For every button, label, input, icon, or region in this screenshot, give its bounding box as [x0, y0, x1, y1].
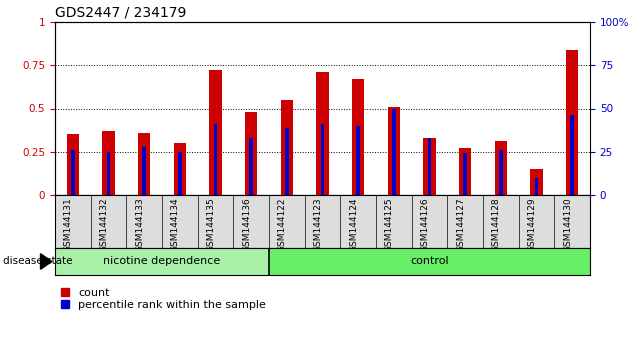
- Text: GSM144124: GSM144124: [349, 198, 358, 252]
- Text: GSM144127: GSM144127: [456, 198, 465, 252]
- Bar: [142, 147, 146, 195]
- Bar: [249, 138, 253, 195]
- Bar: [285, 127, 289, 195]
- Bar: [464, 154, 467, 195]
- Bar: [321, 124, 324, 195]
- Bar: [55, 248, 269, 275]
- Bar: [423, 138, 436, 195]
- Bar: [352, 79, 364, 195]
- Bar: [570, 115, 574, 195]
- Bar: [269, 248, 590, 275]
- Bar: [245, 112, 258, 195]
- Text: GSM144125: GSM144125: [385, 198, 394, 252]
- Bar: [214, 124, 217, 195]
- Bar: [138, 133, 151, 195]
- Bar: [178, 152, 181, 195]
- Bar: [174, 143, 186, 195]
- Text: GSM144135: GSM144135: [207, 198, 215, 252]
- Text: control: control: [410, 257, 449, 267]
- Text: GSM144136: GSM144136: [242, 198, 251, 252]
- Bar: [392, 108, 396, 195]
- Text: GSM144128: GSM144128: [492, 198, 501, 252]
- Bar: [106, 152, 110, 195]
- Text: GSM144129: GSM144129: [527, 198, 537, 252]
- Bar: [209, 70, 222, 195]
- Bar: [387, 107, 400, 195]
- Bar: [495, 141, 507, 195]
- Bar: [67, 135, 79, 195]
- Bar: [357, 126, 360, 195]
- Bar: [499, 150, 503, 195]
- Bar: [535, 178, 538, 195]
- Text: GSM144122: GSM144122: [278, 198, 287, 252]
- Bar: [102, 131, 115, 195]
- Text: disease state: disease state: [3, 257, 72, 267]
- Text: GSM144133: GSM144133: [135, 198, 144, 252]
- Text: GSM144134: GSM144134: [171, 198, 180, 252]
- Bar: [71, 150, 74, 195]
- Text: GSM144132: GSM144132: [100, 198, 108, 252]
- Text: GDS2447 / 234179: GDS2447 / 234179: [55, 5, 186, 19]
- Text: GSM144126: GSM144126: [420, 198, 430, 252]
- Bar: [566, 50, 578, 195]
- Legend: count, percentile rank within the sample: count, percentile rank within the sample: [60, 288, 266, 310]
- Polygon shape: [40, 254, 52, 269]
- Bar: [459, 148, 471, 195]
- Bar: [316, 72, 329, 195]
- Bar: [530, 169, 542, 195]
- Bar: [428, 138, 432, 195]
- Text: GSM144130: GSM144130: [563, 198, 572, 252]
- Text: GSM144131: GSM144131: [64, 198, 73, 252]
- Bar: [280, 100, 293, 195]
- Text: nicotine dependence: nicotine dependence: [103, 257, 220, 267]
- Text: GSM144123: GSM144123: [314, 198, 323, 252]
